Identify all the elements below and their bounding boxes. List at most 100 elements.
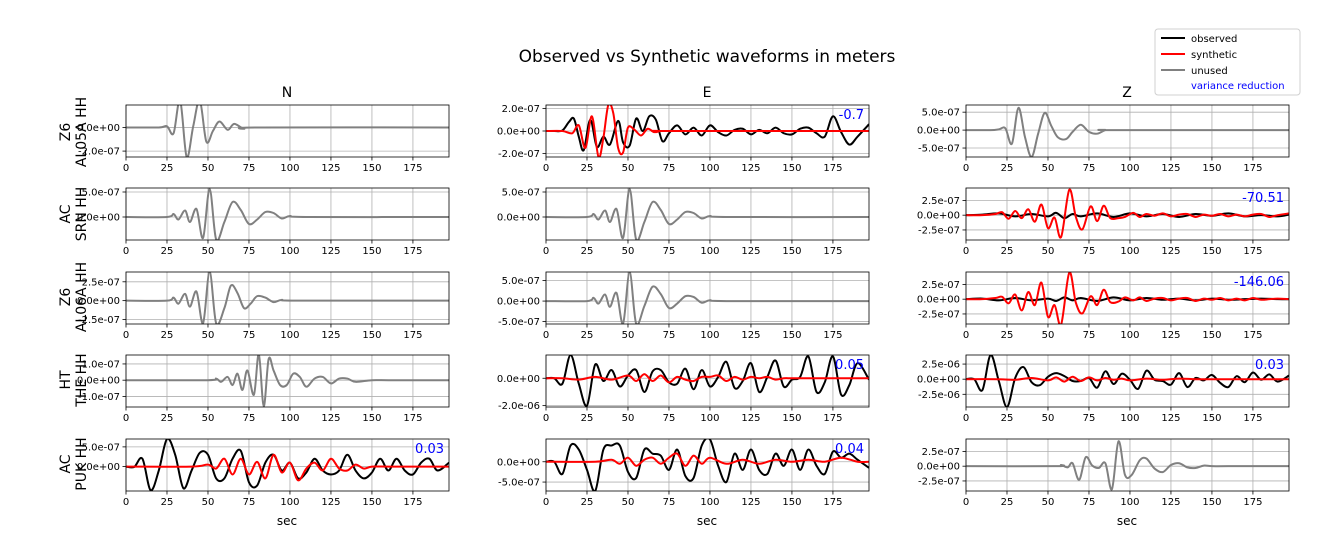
column-title-e: E	[703, 85, 712, 101]
panel-r1-c0-xtick-label: 150	[362, 246, 381, 257]
panel-r3-c1-synthetic-trace	[546, 373, 869, 384]
row-network-4: AC	[58, 454, 74, 473]
panel-r2-c0-xtick-label: 100	[280, 330, 299, 341]
panel-r1-c2-xtick-label: 125	[1161, 246, 1180, 257]
panel-r4-c2-xtick-label: 25	[1001, 497, 1014, 508]
panel-r1-c0-xtick-label: 175	[403, 246, 422, 257]
panel-r2-c2-xtick-label: 25	[1001, 330, 1014, 341]
panel-r2-c0: 0 25 50 75 100 125 150 175 2.5e-07 0.0e+00 -2.5e-0…	[77, 271, 450, 341]
row-label-1: AC SRN HH	[58, 187, 90, 242]
panel-r1-c2-xtick-label: 100	[1120, 246, 1139, 257]
panel-r3-c0-unused-trace	[126, 355, 449, 407]
legend-box	[1154, 28, 1301, 96]
panel-r1-c2-xtick-label: 0	[963, 246, 969, 257]
panel-r1-c1-ytick-label: 5.0e-07	[502, 188, 540, 199]
panel-r1-c0-ytick-label: 0.0e+00	[77, 213, 120, 224]
panel-r4-c0-xtick-label: 75	[243, 497, 256, 508]
panel-r0-c2-xtick-label: 50	[1042, 163, 1055, 174]
panel-r4-c2-frame	[965, 438, 1290, 492]
panel-r3-c1-ytick-label: 0.0e+00	[497, 374, 540, 385]
panel-r4-c0-xtick-label: 125	[321, 497, 340, 508]
panel-r3-c0-ytick-label: 1.0e-07	[82, 359, 120, 370]
panel-r0-c0-xtick-label: 150	[362, 163, 381, 174]
panel-r0-c1-xtick-label: 150	[782, 163, 801, 174]
row-station-3: THE HH	[74, 353, 90, 407]
panel-r3-c2: 0 25 50 75 100 125 150 175 2.5e-06 0.0e+00 -2.5e-0…	[917, 354, 1290, 424]
panel-r0-c2-xtick-label: 125	[1161, 163, 1180, 174]
panel-r3-c0-xtick-label: 50	[202, 413, 215, 424]
panel-r2-c2-xtick-label: 175	[1243, 330, 1262, 341]
panel-r2-c0-xtick-label: 75	[243, 330, 256, 341]
panel-r0-c1-xtick-label: 75	[663, 163, 676, 174]
panel-r4-c0-frame	[125, 438, 450, 492]
panel-r2-c0-frame	[125, 271, 450, 325]
panel-r3-c0-ytick-label: 0.0e+00	[77, 376, 120, 387]
row-station-1: SRN HH	[74, 187, 90, 242]
row-network-1: AC	[58, 204, 74, 223]
panel-r4-c2-xtick-label: 75	[1083, 497, 1096, 508]
column-title-z: Z	[1122, 85, 1132, 101]
panel-r0-c1: 0 25 50 75 100 125 150 175 2.0e-07 0.0e+00 -2.0e-0…	[497, 104, 870, 174]
panel-r3-c1-frame	[545, 354, 870, 408]
panel-r0-c0-xtick-label: 25	[161, 163, 174, 174]
panel-r2-c2-ytick-label: -2.5e-07	[918, 309, 960, 320]
panel-r0-c1-xtick-label: 0	[543, 163, 549, 174]
panel-r1-c1-xtick-label: 125	[741, 246, 760, 257]
panel-r0-c1-variance-reduction: -0.7	[839, 108, 864, 123]
panel-r4-c2-xtick-label: 125	[1161, 497, 1180, 508]
panel-r4-c1-xtick-label: 0	[543, 497, 549, 508]
panel-r1-c0-xtick-label: 25	[161, 246, 174, 257]
panel-r2-c2-xtick-label: 150	[1202, 330, 1221, 341]
panel-r3-c0: 0 25 50 75 100 125 150 175 1.0e-07 0.0e+00 -1.0e-0…	[77, 354, 450, 424]
legend-label-variance-reduction: variance reduction	[1191, 81, 1285, 92]
panel-r4-c2-xtick-label: 0	[963, 497, 969, 508]
panel-r1-c1-xtick-label: 0	[543, 246, 549, 257]
panel-r3-c1-xtick-label: 150	[782, 413, 801, 424]
panel-r3-c1-xtick-label: 25	[581, 413, 594, 424]
panel-r2-c0-xtick-label: 150	[362, 330, 381, 341]
panel-r0-c0-xtick-label: 50	[202, 163, 215, 174]
panel-r4-c1-xtick-label: 100	[700, 497, 719, 508]
panel-r4-c0-xtick-label: 50	[202, 497, 215, 508]
panel-r1-c2-variance-reduction: -70.51	[1242, 191, 1284, 206]
panel-r4-c0-ytick-label: 0.0e+00	[77, 462, 120, 473]
panel-r1-c2-frame	[965, 187, 1290, 241]
panel-r1-c2-xtick-label: 50	[1042, 246, 1055, 257]
panel-r4-c0: 0 25 50 75 100 125 150 175 5.0e-07 0.0e+00 0.03	[77, 438, 450, 508]
panel-r0-c0-ytick-label: 0.0e+00	[77, 123, 120, 134]
legend-label-unused: unused	[1191, 66, 1228, 77]
panel-r3-c2-ytick-label: 2.5e-06	[922, 360, 960, 371]
panel-r1-c2-xtick-label: 75	[1083, 246, 1096, 257]
xlabel-e: sec	[697, 514, 717, 528]
panel-r2-c2-xtick-label: 50	[1042, 330, 1055, 341]
panel-r0-c0-xtick-label: 0	[123, 163, 129, 174]
panel-r2-c1-xtick-label: 0	[543, 330, 549, 341]
panel-r2-c2-ytick-label: 0.0e+00	[917, 295, 960, 306]
panel-r3-c0-xtick-label: 175	[403, 413, 422, 424]
panel-r3-c2-ytick-label: -2.5e-06	[918, 390, 960, 401]
panel-r0-c2-xtick-label: 175	[1243, 163, 1262, 174]
panel-r0-c0-ytick-label: -2.0e-07	[78, 147, 120, 158]
panel-r3-c0-frame	[125, 354, 450, 408]
panel-r1-c0: 0 25 50 75 100 125 150 175 5.0e-07 0.0e+00	[77, 188, 450, 257]
panel-r1-c2-ytick-label: 0.0e+00	[917, 211, 960, 222]
panel-r4-c0-ytick-label: 5.0e-07	[82, 442, 120, 453]
panel-r4-c2-xtick-label: 50	[1042, 497, 1055, 508]
panel-r4-c1-xtick-label: 25	[581, 497, 594, 508]
panel-r0-c1-xtick-label: 50	[622, 163, 635, 174]
panel-r2-c1-unused-trace	[546, 272, 869, 324]
panel-r2-c2-synthetic-trace	[966, 272, 1289, 324]
panel-r3-c1-variance-reduction: 0.05	[835, 358, 864, 373]
panel-r1-c1-xtick-label: 150	[782, 246, 801, 257]
panel-r0-c2-frame	[965, 104, 1290, 158]
panel-r1-c2-xtick-label: 150	[1202, 246, 1221, 257]
panel-r3-c1-xtick-label: 125	[741, 413, 760, 424]
row-station-0: AL05A HH	[74, 97, 90, 167]
panel-r3-c1-xtick-label: 100	[700, 413, 719, 424]
panel-r4-c0-xtick-label: 25	[161, 497, 174, 508]
panel-r3-c2-frame	[965, 354, 1290, 408]
panel-r3-c1-xtick-label: 175	[823, 413, 842, 424]
panel-r2-c2-xtick-label: 0	[963, 330, 969, 341]
figure-title: Observed vs Synthetic waveforms in meter…	[519, 47, 896, 67]
panel-r4-c0-xtick-label: 0	[123, 497, 129, 508]
